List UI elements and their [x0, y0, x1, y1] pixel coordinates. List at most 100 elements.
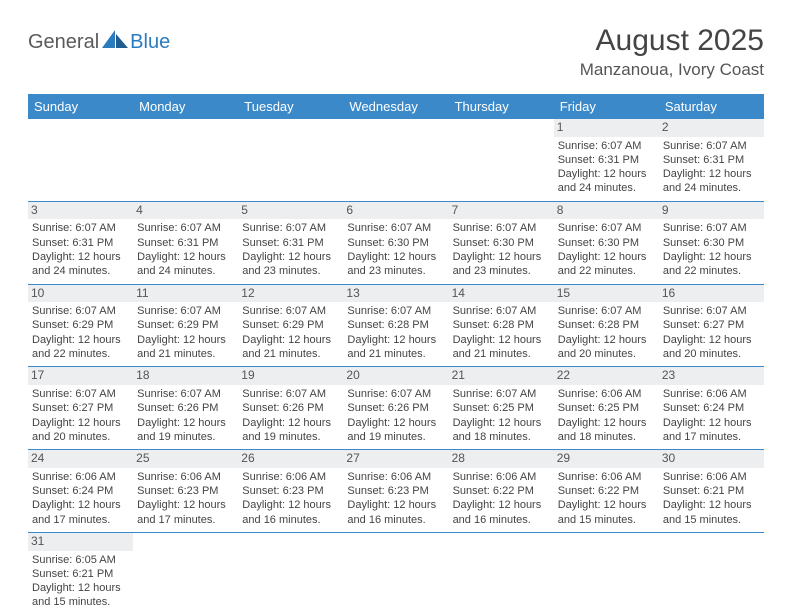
- sunrise-text: Sunrise: 6:07 AM: [32, 304, 129, 318]
- day-number: 29: [554, 450, 659, 468]
- calendar-cell: [133, 532, 238, 614]
- daylight-text: Daylight: 12 hours and 15 minutes.: [663, 498, 760, 527]
- calendar-cell: 16Sunrise: 6:07 AMSunset: 6:27 PMDayligh…: [659, 284, 764, 367]
- sunrise-text: Sunrise: 6:07 AM: [453, 387, 550, 401]
- day-number: 14: [449, 285, 554, 303]
- calendar-cell: 6Sunrise: 6:07 AMSunset: 6:30 PMDaylight…: [343, 201, 448, 284]
- sunrise-text: Sunrise: 6:07 AM: [242, 221, 339, 235]
- daylight-text: Daylight: 12 hours and 21 minutes.: [242, 333, 339, 362]
- calendar-cell: [343, 532, 448, 614]
- day-number: 15: [554, 285, 659, 303]
- sunrise-text: Sunrise: 6:07 AM: [137, 387, 234, 401]
- day-number: 23: [659, 367, 764, 385]
- weekday-header-row: Sunday Monday Tuesday Wednesday Thursday…: [28, 94, 764, 119]
- sunset-text: Sunset: 6:31 PM: [137, 236, 234, 250]
- sunset-text: Sunset: 6:26 PM: [242, 401, 339, 415]
- sunrise-text: Sunrise: 6:05 AM: [32, 553, 129, 567]
- calendar-cell: 9Sunrise: 6:07 AMSunset: 6:30 PMDaylight…: [659, 201, 764, 284]
- sunrise-text: Sunrise: 6:06 AM: [663, 470, 760, 484]
- sunset-text: Sunset: 6:29 PM: [242, 318, 339, 332]
- sunset-text: Sunset: 6:29 PM: [32, 318, 129, 332]
- calendar-cell: [343, 119, 448, 201]
- sunrise-text: Sunrise: 6:07 AM: [663, 221, 760, 235]
- day-number: 7: [449, 202, 554, 220]
- calendar-row: 3Sunrise: 6:07 AMSunset: 6:31 PMDaylight…: [28, 201, 764, 284]
- day-number: 22: [554, 367, 659, 385]
- sunset-text: Sunset: 6:30 PM: [453, 236, 550, 250]
- sunset-text: Sunset: 6:21 PM: [32, 567, 129, 581]
- sail-icon: [102, 30, 128, 48]
- day-number: 20: [343, 367, 448, 385]
- daylight-text: Daylight: 12 hours and 17 minutes.: [32, 498, 129, 527]
- sunset-text: Sunset: 6:31 PM: [558, 153, 655, 167]
- daylight-text: Daylight: 12 hours and 23 minutes.: [242, 250, 339, 279]
- daylight-text: Daylight: 12 hours and 24 minutes.: [558, 167, 655, 196]
- calendar-cell: 8Sunrise: 6:07 AMSunset: 6:30 PMDaylight…: [554, 201, 659, 284]
- daylight-text: Daylight: 12 hours and 23 minutes.: [453, 250, 550, 279]
- weekday-header: Wednesday: [343, 94, 448, 119]
- weekday-header: Monday: [133, 94, 238, 119]
- calendar-cell: 29Sunrise: 6:06 AMSunset: 6:22 PMDayligh…: [554, 450, 659, 533]
- day-number: 9: [659, 202, 764, 220]
- calendar-cell: 25Sunrise: 6:06 AMSunset: 6:23 PMDayligh…: [133, 450, 238, 533]
- calendar-cell: 19Sunrise: 6:07 AMSunset: 6:26 PMDayligh…: [238, 367, 343, 450]
- daylight-text: Daylight: 12 hours and 16 minutes.: [347, 498, 444, 527]
- day-number: 6: [343, 202, 448, 220]
- daylight-text: Daylight: 12 hours and 19 minutes.: [242, 416, 339, 445]
- sunset-text: Sunset: 6:24 PM: [32, 484, 129, 498]
- day-number: 5: [238, 202, 343, 220]
- sunrise-text: Sunrise: 6:07 AM: [453, 221, 550, 235]
- sunset-text: Sunset: 6:24 PM: [663, 401, 760, 415]
- calendar-cell: 3Sunrise: 6:07 AMSunset: 6:31 PMDaylight…: [28, 201, 133, 284]
- sunrise-text: Sunrise: 6:07 AM: [663, 139, 760, 153]
- daylight-text: Daylight: 12 hours and 21 minutes.: [347, 333, 444, 362]
- day-number: 2: [659, 119, 764, 137]
- sunset-text: Sunset: 6:30 PM: [558, 236, 655, 250]
- day-number: 27: [343, 450, 448, 468]
- sunrise-text: Sunrise: 6:06 AM: [242, 470, 339, 484]
- calendar-cell: 15Sunrise: 6:07 AMSunset: 6:28 PMDayligh…: [554, 284, 659, 367]
- calendar-cell: 23Sunrise: 6:06 AMSunset: 6:24 PMDayligh…: [659, 367, 764, 450]
- day-number: 8: [554, 202, 659, 220]
- sunrise-text: Sunrise: 6:06 AM: [137, 470, 234, 484]
- calendar-cell: [238, 532, 343, 614]
- day-number: 10: [28, 285, 133, 303]
- calendar-cell: 27Sunrise: 6:06 AMSunset: 6:23 PMDayligh…: [343, 450, 448, 533]
- calendar-cell: 2Sunrise: 6:07 AMSunset: 6:31 PMDaylight…: [659, 119, 764, 201]
- sunrise-text: Sunrise: 6:07 AM: [663, 304, 760, 318]
- calendar-cell: 5Sunrise: 6:07 AMSunset: 6:31 PMDaylight…: [238, 201, 343, 284]
- weekday-header: Friday: [554, 94, 659, 119]
- day-number: 21: [449, 367, 554, 385]
- daylight-text: Daylight: 12 hours and 16 minutes.: [453, 498, 550, 527]
- sunset-text: Sunset: 6:27 PM: [663, 318, 760, 332]
- sunset-text: Sunset: 6:23 PM: [347, 484, 444, 498]
- day-number: 1: [554, 119, 659, 137]
- calendar-cell: [133, 119, 238, 201]
- sunset-text: Sunset: 6:29 PM: [137, 318, 234, 332]
- daylight-text: Daylight: 12 hours and 16 minutes.: [242, 498, 339, 527]
- daylight-text: Daylight: 12 hours and 19 minutes.: [137, 416, 234, 445]
- sunrise-text: Sunrise: 6:07 AM: [347, 304, 444, 318]
- daylight-text: Daylight: 12 hours and 21 minutes.: [453, 333, 550, 362]
- sunset-text: Sunset: 6:21 PM: [663, 484, 760, 498]
- sunset-text: Sunset: 6:30 PM: [663, 236, 760, 250]
- calendar-table: Sunday Monday Tuesday Wednesday Thursday…: [28, 94, 764, 615]
- sunrise-text: Sunrise: 6:06 AM: [32, 470, 129, 484]
- sunrise-text: Sunrise: 6:07 AM: [32, 387, 129, 401]
- daylight-text: Daylight: 12 hours and 22 minutes.: [32, 333, 129, 362]
- daylight-text: Daylight: 12 hours and 23 minutes.: [347, 250, 444, 279]
- calendar-cell: 18Sunrise: 6:07 AMSunset: 6:26 PMDayligh…: [133, 367, 238, 450]
- sunrise-text: Sunrise: 6:07 AM: [558, 304, 655, 318]
- sunset-text: Sunset: 6:26 PM: [347, 401, 444, 415]
- sunrise-text: Sunrise: 6:07 AM: [347, 221, 444, 235]
- calendar-cell: 20Sunrise: 6:07 AMSunset: 6:26 PMDayligh…: [343, 367, 448, 450]
- sunrise-text: Sunrise: 6:06 AM: [558, 470, 655, 484]
- sunset-text: Sunset: 6:28 PM: [558, 318, 655, 332]
- day-number: 30: [659, 450, 764, 468]
- daylight-text: Daylight: 12 hours and 17 minutes.: [137, 498, 234, 527]
- calendar-row: 10Sunrise: 6:07 AMSunset: 6:29 PMDayligh…: [28, 284, 764, 367]
- day-number: 13: [343, 285, 448, 303]
- day-number: 17: [28, 367, 133, 385]
- calendar-body: 1Sunrise: 6:07 AMSunset: 6:31 PMDaylight…: [28, 119, 764, 615]
- sunset-text: Sunset: 6:22 PM: [453, 484, 550, 498]
